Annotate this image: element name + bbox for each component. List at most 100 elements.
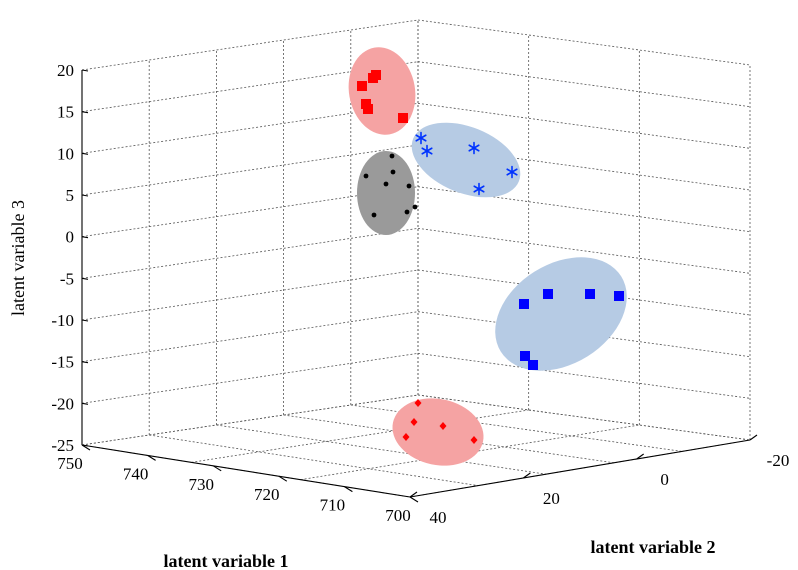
y-tick-mark xyxy=(749,434,758,441)
y-tick-mark xyxy=(409,491,418,498)
square-marker xyxy=(519,299,529,309)
z-tick-label: -5 xyxy=(60,269,74,288)
diamond-marker xyxy=(439,422,447,430)
z-tick-mark xyxy=(81,277,89,280)
x-tick-label: 730 xyxy=(188,475,214,494)
cluster-ellipse xyxy=(411,122,521,198)
x-tick-mark xyxy=(81,444,91,451)
diamond-marker xyxy=(402,433,410,441)
asterisk-marker xyxy=(473,182,485,196)
grid-line xyxy=(81,19,419,71)
square-marker xyxy=(357,81,367,91)
y-axis-line xyxy=(409,439,751,498)
square-marker xyxy=(528,360,538,370)
z-tick-mark xyxy=(81,402,89,405)
data-markers xyxy=(357,70,624,444)
z-tick-mark xyxy=(81,152,89,155)
x-tick-label: 710 xyxy=(320,496,346,515)
asterisk-stroke xyxy=(415,134,427,142)
dot-marker xyxy=(363,173,369,179)
grid-line xyxy=(81,61,419,113)
z-tick-label: -10 xyxy=(51,311,74,330)
cluster-ellipse xyxy=(357,151,415,235)
dot-marker xyxy=(412,204,418,210)
z-tick-mark xyxy=(81,111,89,114)
dot-marker xyxy=(406,183,412,189)
cluster-ellipse xyxy=(495,257,627,371)
cluster-ellipses xyxy=(348,47,627,466)
square-marker xyxy=(585,289,595,299)
square-marker xyxy=(614,291,624,301)
z-tick-mark xyxy=(81,319,89,322)
z-tick-label: 15 xyxy=(57,103,74,122)
z-tick-mark xyxy=(81,194,89,197)
grid-line xyxy=(417,352,751,399)
asterisk-marker xyxy=(468,141,480,155)
dot-marker xyxy=(371,212,377,218)
grid-line xyxy=(81,269,419,321)
square-marker xyxy=(398,113,408,123)
z-tick-mark xyxy=(81,69,89,72)
z-tick-label: -25 xyxy=(51,436,74,455)
grid-line xyxy=(81,394,419,446)
diamond-marker xyxy=(410,418,418,426)
grid-line xyxy=(417,61,751,108)
dot-marker xyxy=(390,169,396,175)
z-tick-label: 10 xyxy=(57,144,74,163)
x-axis-label: latent variable 1 xyxy=(164,551,289,570)
grid-line xyxy=(81,311,419,363)
dot-marker xyxy=(389,153,395,159)
z-tick-mark xyxy=(81,361,89,364)
asterisk-stroke xyxy=(506,168,518,176)
z-tick-label: -20 xyxy=(51,394,74,413)
dot-marker xyxy=(404,209,410,215)
asterisk-stroke xyxy=(473,185,485,193)
x-tick-label: 700 xyxy=(385,506,411,525)
grid-line xyxy=(149,434,479,486)
x-tick-mark xyxy=(147,454,156,461)
y-tick-label: 40 xyxy=(430,508,447,527)
grid-line xyxy=(216,424,547,475)
diamond-marker xyxy=(414,399,422,407)
grid-line xyxy=(81,227,419,279)
asterisk-marker xyxy=(506,165,518,179)
grid-line xyxy=(81,186,419,238)
x-tick-mark xyxy=(212,465,222,472)
grid-line xyxy=(81,144,419,196)
asterisk-marker xyxy=(415,131,427,145)
x-tick-label: 720 xyxy=(254,485,280,504)
z-tick-label: -15 xyxy=(51,353,74,372)
y-tick-label: 20 xyxy=(543,489,560,508)
dot-marker xyxy=(383,181,389,187)
z-tick-mark xyxy=(81,236,89,239)
cluster-ellipse xyxy=(392,398,484,466)
diamond-marker xyxy=(470,436,478,444)
z-tick-label: 0 xyxy=(66,228,75,247)
x-tick-label: 750 xyxy=(57,454,83,473)
z-tick-label: 20 xyxy=(57,61,74,80)
y-tick-mark xyxy=(523,472,531,479)
x-tick-mark xyxy=(409,496,419,503)
x-tick-label: 740 xyxy=(123,464,149,483)
grid-line xyxy=(300,424,640,481)
asterisk-marker xyxy=(421,144,433,158)
x-tick-mark xyxy=(278,475,288,482)
square-marker xyxy=(543,289,553,299)
square-marker xyxy=(520,351,530,361)
axis-lines xyxy=(81,69,758,503)
cluster-ellipse xyxy=(348,47,416,135)
z-tick-label: 5 xyxy=(66,186,75,205)
y-tick-mark xyxy=(636,453,644,460)
square-marker xyxy=(371,70,381,80)
square-marker xyxy=(363,104,373,114)
y-tick-label: -20 xyxy=(767,451,790,470)
grid-line xyxy=(417,19,751,66)
z-axis-label: latent variable 3 xyxy=(8,200,28,316)
x-axis-line xyxy=(81,444,411,498)
grid-line xyxy=(81,352,419,404)
y-tick-label: 0 xyxy=(660,470,669,489)
asterisk-stroke xyxy=(421,147,433,155)
y-axis-label: latent variable 2 xyxy=(591,537,716,557)
